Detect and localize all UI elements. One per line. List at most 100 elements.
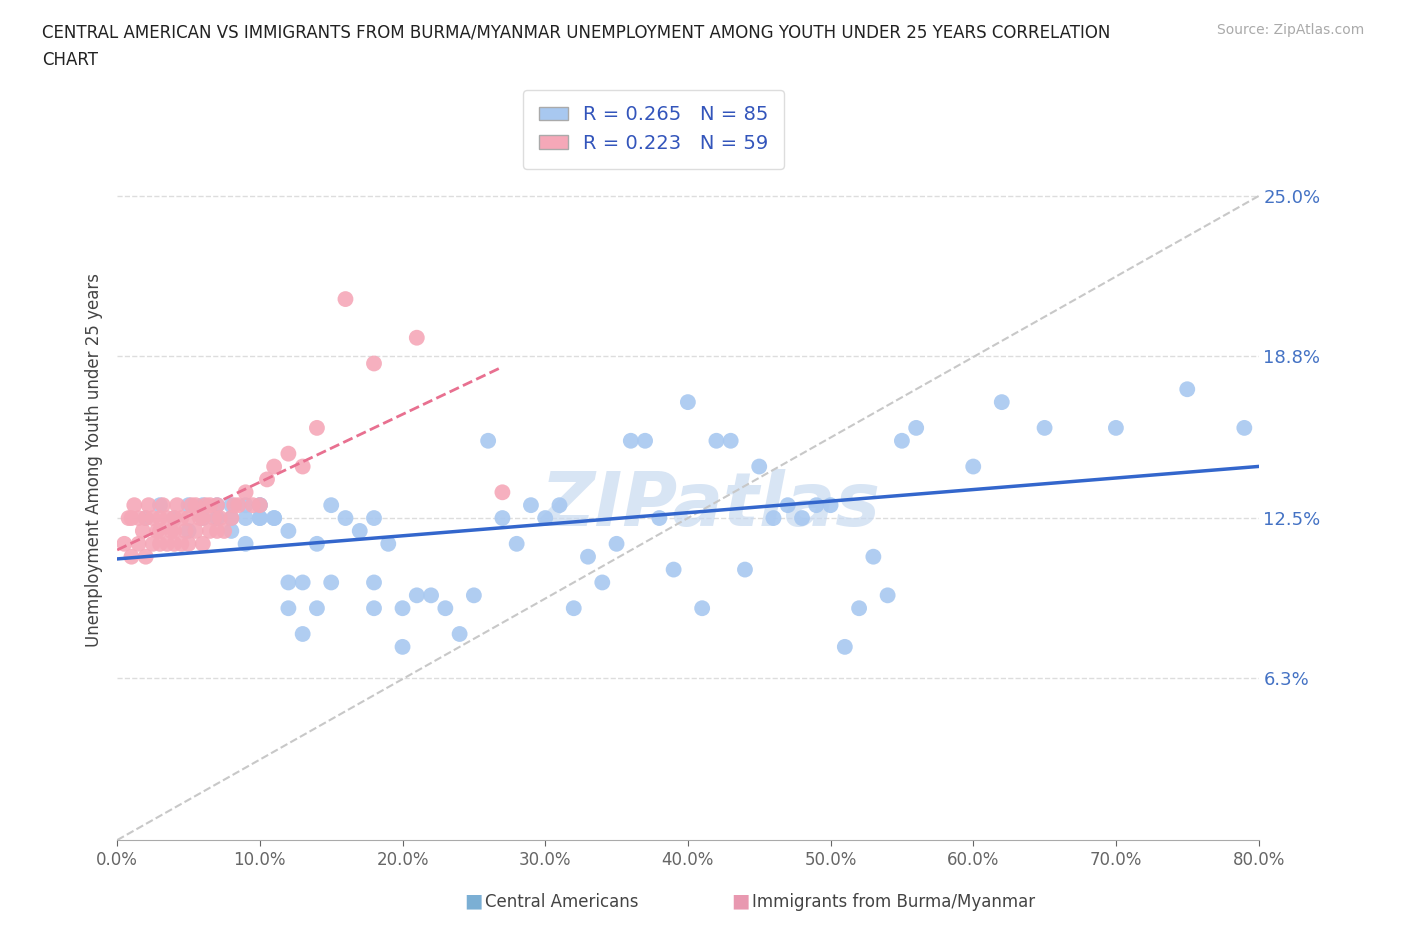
Y-axis label: Unemployment Among Youth under 25 years: Unemployment Among Youth under 25 years <box>86 273 103 647</box>
Point <box>205 498 228 512</box>
Point <box>138 498 160 512</box>
Point <box>491 511 513 525</box>
Point <box>576 550 599 565</box>
Point <box>790 511 813 525</box>
Point <box>449 627 471 642</box>
Point <box>305 420 328 435</box>
Point <box>249 498 271 512</box>
Point <box>648 511 671 525</box>
Point <box>184 524 207 538</box>
Point <box>363 356 385 371</box>
Point <box>149 498 172 512</box>
Point <box>291 575 314 590</box>
Point <box>263 511 285 525</box>
Point <box>146 524 169 538</box>
Text: ■: ■ <box>731 892 749 910</box>
Point <box>335 292 357 307</box>
Point <box>228 498 250 512</box>
Point <box>820 498 842 512</box>
Point <box>548 498 571 512</box>
Point <box>120 511 142 525</box>
Point <box>149 511 172 525</box>
Point <box>132 524 155 538</box>
Point <box>112 537 135 551</box>
Point <box>335 511 357 525</box>
Point <box>249 511 271 525</box>
Point <box>184 498 207 512</box>
Point <box>321 498 343 512</box>
Point <box>224 498 246 512</box>
Point <box>305 537 328 551</box>
Point <box>491 485 513 499</box>
Point <box>205 511 228 525</box>
Point <box>291 459 314 474</box>
Point <box>142 537 165 551</box>
Point <box>690 601 713 616</box>
Point <box>166 498 188 512</box>
Point <box>405 588 427 603</box>
Point <box>890 433 912 448</box>
Point <box>305 601 328 616</box>
Point <box>662 562 685 577</box>
Point <box>420 588 443 603</box>
Point <box>505 537 527 551</box>
Point <box>734 562 756 577</box>
Point <box>363 575 385 590</box>
Point <box>405 330 427 345</box>
Point <box>990 394 1012 409</box>
Text: Immigrants from Burma/Myanmar: Immigrants from Burma/Myanmar <box>752 893 1035 910</box>
Point <box>221 511 243 525</box>
Point <box>202 511 225 525</box>
Legend: R = 0.265   N = 85, R = 0.223   N = 59: R = 0.265 N = 85, R = 0.223 N = 59 <box>523 90 785 168</box>
Point <box>149 537 172 551</box>
Point <box>160 524 183 538</box>
Point <box>235 537 257 551</box>
Point <box>363 601 385 616</box>
Point <box>135 511 157 525</box>
Point <box>363 511 385 525</box>
Point <box>221 524 243 538</box>
Point <box>120 550 142 565</box>
Point <box>249 498 271 512</box>
Point <box>249 498 271 512</box>
Point <box>235 511 257 525</box>
Point <box>198 498 221 512</box>
Point <box>1105 420 1128 435</box>
Point <box>962 459 984 474</box>
Point <box>520 498 543 512</box>
Point <box>235 485 257 499</box>
Text: Source: ZipAtlas.com: Source: ZipAtlas.com <box>1216 23 1364 37</box>
Point <box>177 498 200 512</box>
Point <box>191 498 214 512</box>
Point <box>291 627 314 642</box>
Point <box>180 498 202 512</box>
Point <box>905 420 928 435</box>
Point <box>174 524 197 538</box>
Point <box>562 601 585 616</box>
Point <box>221 511 243 525</box>
Point <box>170 511 193 525</box>
Point <box>191 511 214 525</box>
Point <box>177 537 200 551</box>
Point <box>135 550 157 565</box>
Point <box>128 511 150 525</box>
Point <box>163 511 186 525</box>
Point <box>191 537 214 551</box>
Text: CHART: CHART <box>42 51 98 69</box>
Point <box>1033 420 1056 435</box>
Point <box>606 537 628 551</box>
Point <box>862 550 884 565</box>
Point <box>135 511 157 525</box>
Point <box>212 524 235 538</box>
Point <box>1233 420 1256 435</box>
Point <box>391 640 413 655</box>
Point <box>477 433 499 448</box>
Point <box>776 498 799 512</box>
Point <box>142 511 165 525</box>
Text: ■: ■ <box>464 892 482 910</box>
Point <box>762 511 785 525</box>
Point <box>177 511 200 525</box>
Point <box>676 394 699 409</box>
Point <box>188 511 211 525</box>
Point <box>876 588 898 603</box>
